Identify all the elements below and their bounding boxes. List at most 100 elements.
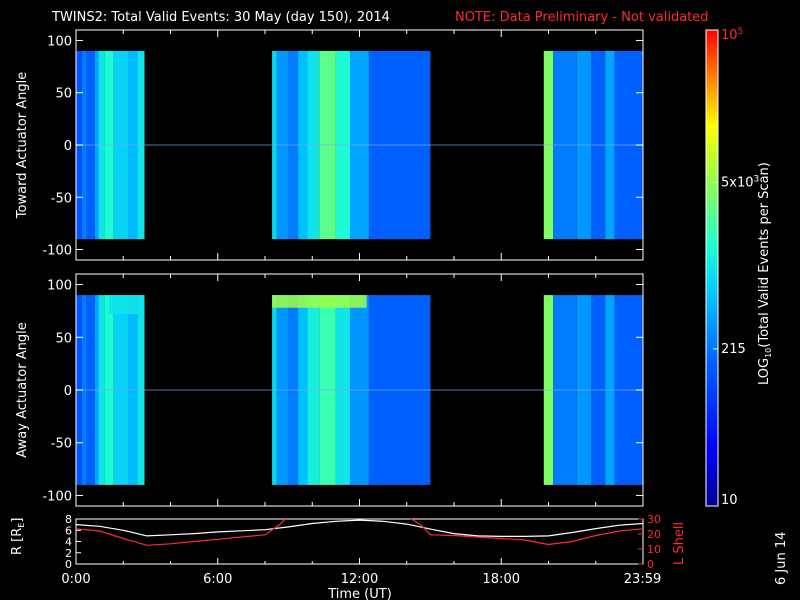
heatmap-band	[94, 295, 99, 485]
heatmap-band	[276, 295, 289, 485]
time-x-ticks: 0:00 6:00 12:00 18:00 23:59	[61, 558, 661, 587]
heatmap-band	[319, 295, 336, 485]
lshell-tick-label: 20	[647, 528, 661, 541]
y-tick-label: -50	[51, 191, 72, 206]
heatmap-band	[113, 50, 128, 240]
lshell-line	[76, 519, 643, 546]
heatmap-band	[86, 295, 95, 485]
heatmap-band	[137, 50, 145, 240]
heatmap-band	[553, 50, 577, 240]
heatmap-band	[272, 295, 277, 485]
heatmap-band	[350, 295, 369, 485]
lshell-ylabel: L Shell	[672, 522, 687, 565]
toward-heatmap	[76, 50, 643, 240]
heatmap-band	[307, 50, 320, 240]
chart-title: TWINS2: Total Valid Events: 30 May (day …	[51, 10, 390, 25]
lshell-y-ticks: 30 20 10 0	[638, 513, 661, 571]
r-ylabel: R [RE]	[10, 518, 26, 555]
heatmap-band	[553, 295, 577, 485]
heatmap-band	[350, 50, 369, 240]
heatmap-band	[288, 295, 299, 485]
y-tick-label: 100	[47, 34, 72, 49]
heatmap-band	[605, 295, 615, 485]
x-tick-label: 6:00	[203, 572, 232, 587]
heatmap-band	[98, 50, 105, 240]
away-y-ticks: 100 50 0 -50 -100	[42, 274, 644, 506]
heatmap-band	[127, 295, 138, 485]
toward-ylabel: Toward Actuator Angle	[15, 72, 30, 219]
lshell-tick-label: 10	[647, 543, 661, 556]
ephemeris-axes-frame	[75, 518, 644, 565]
heatmap-band	[591, 50, 606, 240]
heatmap-highlight	[272, 295, 367, 308]
heatmap-band	[335, 50, 351, 240]
y-tick-label: 50	[55, 87, 72, 102]
away-heatmap	[76, 295, 643, 485]
away-ylabel: Away Actuator Angle	[15, 322, 30, 457]
heatmap-band	[543, 295, 554, 485]
colorbar-frame	[705, 29, 719, 507]
colorbar-tick-label: 5x103	[721, 174, 759, 190]
heatmap-band	[272, 50, 277, 240]
r-tick-label: 4	[65, 536, 72, 549]
colorbar-tick-label: 10	[721, 493, 738, 508]
heatmap-band	[576, 295, 592, 485]
colorbar-label: LOG10(Total Valid Events per Scan)	[757, 162, 773, 385]
colorbar: 105 5x103 215 10 LOG10(Total Valid Events p…	[705, 27, 773, 508]
y-tick-label: -50	[51, 437, 72, 452]
x-tick-label: 12:00	[341, 572, 378, 587]
heatmap-band	[98, 295, 105, 485]
y-tick-label: -100	[42, 244, 72, 259]
lshell-tick-label: 0	[647, 558, 654, 571]
time-xlabel: Time (UT)	[327, 587, 392, 600]
lshell-tick-label: 30	[647, 513, 661, 526]
r-line	[76, 519, 643, 538]
heatmap-band	[81, 50, 87, 240]
toward-panel: 100 50 0 -50 -100 Toward Actuator Angle	[15, 29, 644, 261]
r-tick-label: 6	[65, 524, 72, 537]
heatmap-band	[591, 295, 606, 485]
heatmap-band	[605, 50, 615, 240]
heatmap-band	[298, 50, 308, 240]
colorbar-gradient	[706, 30, 718, 506]
heatmap-band	[543, 50, 554, 240]
y-tick-label: -100	[42, 489, 72, 504]
heatmap-band	[368, 50, 431, 240]
colorbar-ticks: 105 5x103 215 10	[713, 27, 759, 508]
heatmap-band	[576, 50, 592, 240]
heatmap-band	[288, 50, 299, 240]
y-tick-label: 0	[64, 139, 72, 154]
heatmap-band	[86, 50, 95, 240]
y-tick-label: 50	[55, 331, 72, 346]
side-date: 6 Jun 14	[774, 532, 789, 585]
toward-y-ticks: 100 50 0 -50 -100	[42, 30, 644, 260]
heatmap-band	[104, 295, 114, 485]
heatmap-band	[81, 295, 87, 485]
r-tick-label: 8	[65, 513, 72, 526]
heatmap-highlight	[109, 295, 145, 315]
heatmap-band	[298, 295, 308, 485]
ephemeris-lines	[76, 519, 643, 546]
r-tick-label: 2	[65, 547, 72, 560]
heatmap-band	[319, 50, 336, 240]
y-tick-label: 100	[47, 279, 72, 294]
r-tick-label: 0	[65, 558, 72, 571]
heatmap-band	[368, 295, 431, 485]
preliminary-note: NOTE: Data Preliminary - Not validated	[455, 10, 709, 25]
heatmap-band	[276, 50, 289, 240]
colorbar-tick-label: 105	[721, 27, 743, 43]
heatmap-band	[335, 295, 351, 485]
heatmap-band	[113, 295, 128, 485]
x-tick-label: 0:00	[61, 572, 90, 587]
colorbar-tick-label: 215	[721, 342, 746, 357]
heatmap-band	[307, 295, 320, 485]
y-tick-label: 0	[64, 384, 72, 399]
away-panel: 100 50 0 -50 -100 Away Actuator Angle	[15, 273, 644, 507]
heatmap-band	[94, 50, 99, 240]
heatmap-band	[137, 295, 145, 485]
heatmap-band	[127, 50, 138, 240]
heatmap-band	[104, 50, 114, 240]
x-tick-label: 23:59	[624, 572, 661, 587]
